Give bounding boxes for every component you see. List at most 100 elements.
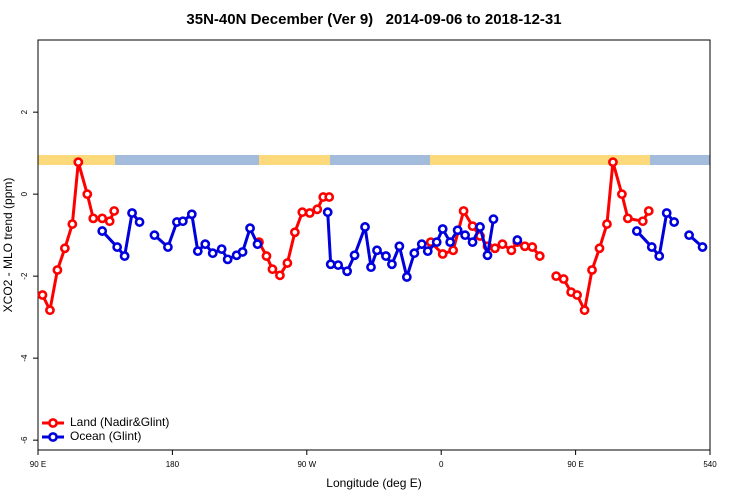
data-point	[177, 216, 188, 227]
data-point	[661, 208, 672, 218]
data-point	[416, 239, 427, 250]
data-point	[534, 251, 545, 261]
data-point	[387, 259, 397, 270]
data-point	[127, 208, 137, 218]
data-point	[409, 248, 420, 259]
land-strip	[430, 155, 650, 165]
data-point	[467, 221, 478, 232]
data-point	[519, 241, 530, 252]
data-point	[622, 213, 633, 224]
data-point	[149, 230, 160, 241]
data-point	[37, 290, 48, 300]
data-point	[109, 206, 120, 216]
data-point	[445, 237, 456, 248]
data-point	[73, 157, 84, 168]
data-point	[646, 242, 657, 252]
data-point	[431, 237, 442, 248]
data-point	[572, 290, 582, 300]
data-point	[59, 243, 70, 254]
y-tick-label: -4	[20, 354, 29, 362]
data-point	[200, 239, 211, 250]
data-point	[637, 216, 648, 227]
data-point	[119, 251, 130, 261]
data-point	[163, 242, 173, 252]
data-point	[467, 237, 478, 248]
data-point	[475, 222, 485, 232]
data-point	[372, 245, 382, 256]
data-point	[325, 259, 336, 270]
data-point	[237, 247, 248, 257]
data-point	[45, 305, 55, 316]
legend-label: Land (Nadir&Glint)	[70, 415, 169, 429]
data-point	[490, 243, 500, 254]
x-tick-label: 0	[439, 460, 444, 469]
x-tick-label: 180	[166, 460, 180, 469]
data-point	[527, 242, 538, 252]
ocean-strip	[650, 155, 710, 165]
data-point	[349, 250, 360, 261]
y-tick-label: 0	[20, 191, 29, 196]
legend-label: Ocean (Glint)	[70, 429, 141, 443]
data-point	[497, 239, 508, 250]
data-point	[134, 217, 145, 227]
data-point	[312, 204, 323, 215]
legend-marker	[48, 418, 58, 428]
ocean-strip	[330, 155, 430, 165]
data-point	[422, 246, 433, 257]
data-point	[192, 246, 203, 257]
data-point	[458, 206, 469, 216]
data-point	[82, 189, 93, 200]
data-point	[608, 157, 618, 168]
data-point	[261, 251, 272, 261]
x-tick-label: 90 E	[30, 460, 46, 469]
data-point	[360, 222, 370, 232]
data-point	[324, 192, 335, 202]
data-point	[631, 226, 642, 236]
data-point	[437, 249, 448, 259]
data-point	[222, 254, 233, 265]
data-point	[267, 264, 278, 275]
data-point	[643, 206, 654, 216]
data-point	[654, 251, 665, 261]
data-point	[488, 214, 499, 225]
data-point	[186, 209, 197, 220]
data-point	[67, 219, 78, 229]
data-point	[587, 265, 597, 275]
data-point	[602, 219, 612, 229]
y-tick-label: -6	[20, 436, 29, 444]
y-axis-label: XCO2 - MLO trend (ppm)	[1, 178, 15, 313]
data-point	[684, 230, 694, 241]
data-point	[252, 239, 263, 250]
data-point	[401, 272, 412, 282]
data-point	[669, 217, 680, 227]
x-tick-label: 90 E	[567, 460, 583, 469]
ocean-strip	[115, 155, 259, 165]
data-point	[282, 258, 293, 268]
land-strip	[259, 155, 330, 165]
data-point	[97, 213, 108, 224]
data-point	[88, 213, 99, 224]
y-tick-label: 2	[20, 109, 29, 114]
data-point	[579, 305, 590, 316]
data-point	[452, 225, 463, 236]
data-point	[289, 227, 300, 238]
plot-frame	[37, 39, 711, 451]
data-point	[448, 245, 459, 256]
data-point	[697, 242, 708, 252]
data-point	[342, 266, 353, 277]
data-point	[616, 189, 627, 200]
data-point	[97, 226, 108, 236]
y-tick-label: -2	[20, 272, 29, 280]
data-point	[551, 271, 562, 282]
x-axis-label: Longitude (deg E)	[326, 476, 421, 490]
data-point	[275, 270, 285, 281]
data-point	[437, 224, 448, 234]
data-point	[333, 260, 344, 270]
data-point	[216, 244, 227, 254]
data-point	[506, 245, 517, 256]
data-point	[322, 207, 333, 218]
series-line	[41, 161, 116, 315]
chart-title: 35N-40N December (Ver 9) 2014-09-06 to 2…	[186, 11, 561, 28]
data-point	[297, 207, 308, 218]
